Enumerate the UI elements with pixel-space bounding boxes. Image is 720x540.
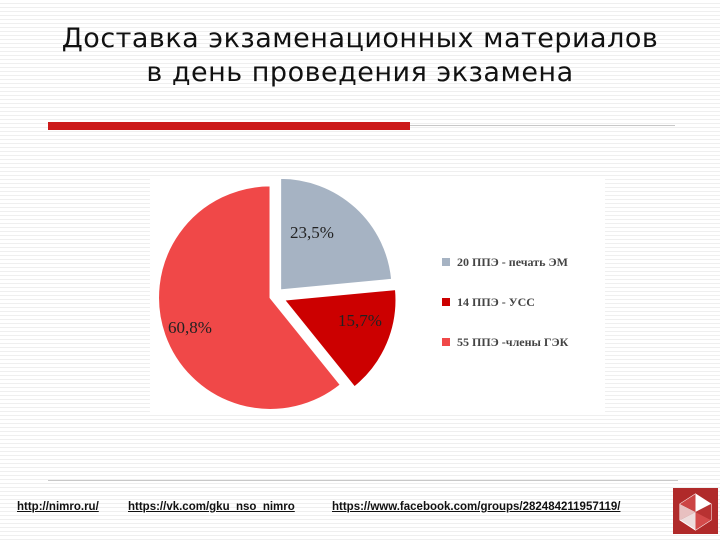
legend-swatch	[442, 338, 450, 346]
title-underline-rule	[410, 125, 675, 126]
pie-slice	[282, 288, 397, 389]
title-underline-accent	[48, 122, 410, 130]
chart-panel: 23,5% 15,7% 60,8% 20 ППЭ - печать ЭМ 14 ППЭ…	[150, 178, 605, 415]
legend-swatch	[442, 298, 450, 306]
legend-label: 55 ППЭ -члены ГЭК	[457, 335, 569, 349]
legend-label: 20 ППЭ - печать ЭМ	[457, 255, 568, 269]
logo	[673, 488, 718, 534]
legend-swatch	[442, 258, 450, 266]
pie-slice	[279, 178, 393, 291]
legend-label: 14 ППЭ - УСС	[457, 295, 535, 309]
slide-title: Доставка экзаменационных материалов в де…	[61, 23, 659, 88]
pie-data-label: 15,7%	[338, 311, 382, 330]
pie-data-label: 60,8%	[168, 318, 212, 337]
footer-link-site[interactable]: http://nimro.ru/	[17, 501, 99, 513]
footer-rule	[48, 480, 678, 481]
logo-icon	[679, 493, 712, 531]
pie-slice	[157, 184, 342, 411]
footer-link-vk[interactable]: https://vk.com/gku_nso_nimro	[128, 501, 295, 513]
footer-link-facebook[interactable]: https://www.facebook.com/groups/28248421…	[332, 501, 621, 513]
pie-chart: 23,5% 15,7% 60,8% 20 ППЭ - печать ЭМ 14 ППЭ…	[157, 178, 569, 411]
pie-data-label: 23,5%	[290, 223, 334, 242]
